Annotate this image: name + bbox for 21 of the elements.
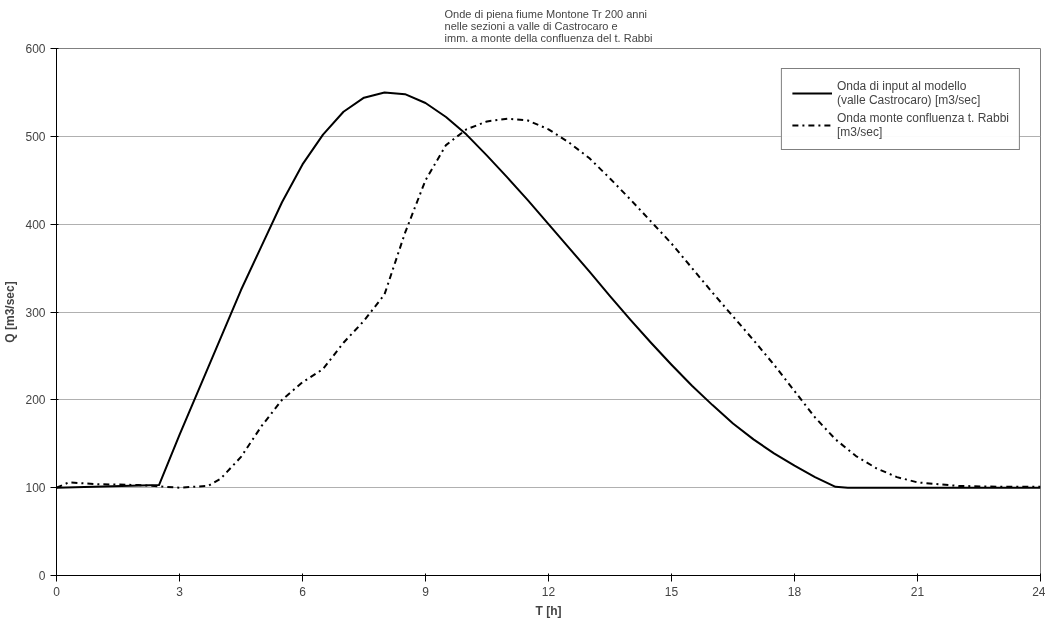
x-tick-label: 12: [541, 584, 556, 599]
x-tick-label: 3: [176, 584, 184, 599]
y-axis-title: Q [m3/sec]: [3, 281, 18, 343]
x-tick-label: 6: [299, 584, 307, 599]
y-tick-label: 100: [25, 481, 46, 496]
x-tick-label: 24: [1032, 584, 1046, 599]
legend-label: Onda di input al modello (valle Castrocaro) [m3/sec]: [836, 79, 981, 107]
x-axis-title: T [h]: [535, 603, 562, 618]
y-tick-label: 300: [25, 305, 46, 320]
y-tick-label: 600: [25, 42, 46, 56]
x-tick-label: 0: [53, 584, 61, 599]
y-tick-label: 200: [25, 393, 46, 408]
x-tick-label: 15: [664, 584, 679, 599]
y-tick-label: 500: [25, 129, 46, 144]
y-tick-label: 400: [25, 217, 46, 232]
x-tick-label: 21: [910, 584, 925, 599]
chart-title: Onde di piena fiume Montone Tr 200 anni nelle sezioni a valle di Castrocaro e imm. a monte della confluenza del t. Rabbi: [444, 7, 653, 44]
y-tick-label: 0: [38, 569, 46, 583]
legend-label: Onda monte confluenza t. Rabbi [m3/sec]: [836, 111, 1009, 139]
x-tick-label: 9: [422, 584, 430, 599]
x-tick-label: 18: [787, 584, 802, 599]
